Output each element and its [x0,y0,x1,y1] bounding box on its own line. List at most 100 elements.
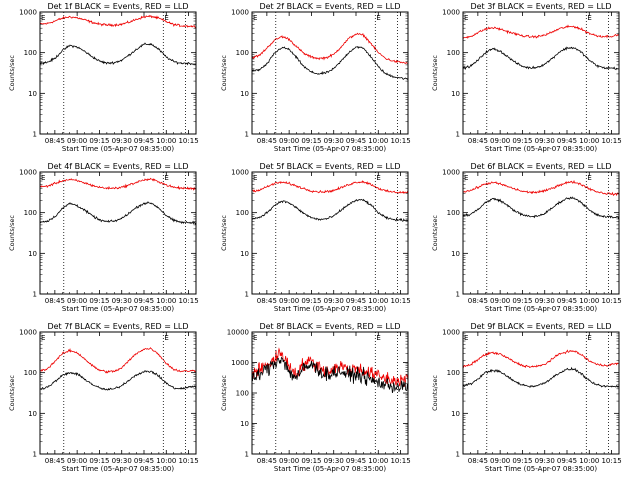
x-tick-label: 10:15 [178,297,198,305]
y-tick-label: 10 [28,90,37,98]
x-tick-label: 08:45 [45,297,65,305]
panel-title: Det 6f BLACK = Events, RED = LLD [470,162,611,171]
y-tick-label: 100 [24,209,37,217]
y-tick-label: 10 [240,90,249,98]
y-tick-label: 10000 [227,329,249,337]
x-tick-label: 08:45 [45,457,65,465]
x-axis-label: Start Time (05-Apr-07 08:35:00) [62,465,174,473]
x-tick-label: 08:45 [468,137,488,145]
x-tick-label: 09:45 [134,137,154,145]
x-axis-label: Start Time (05-Apr-07 08:35:00) [274,305,386,313]
e-marker-label: E [41,14,45,22]
y-tick-label: 10 [451,250,460,258]
y-tick-label: 1 [245,131,249,139]
x-tick-label: 09:30 [112,137,132,145]
y-tick-label: 10 [28,250,37,258]
x-tick-label: 09:15 [512,457,532,465]
x-tick-label: 08:45 [468,457,488,465]
y-tick-label: 100 [447,49,460,57]
events-series-line [39,201,197,225]
e-marker-label: E [41,174,45,182]
panel-title: Det 7f BLACK = Events, RED = LLD [47,322,188,331]
x-tick-label: 10:15 [390,137,410,145]
lld-series-line [251,347,409,388]
panel-title: Det 3f BLACK = Events, RED = LLD [470,2,611,11]
plot-frame [462,171,620,295]
x-tick-label: 09:30 [112,297,132,305]
y-tick-label: 100 [236,49,249,57]
events-series-line [462,196,620,220]
plot-frame [39,171,197,295]
panel-title: Det 5f BLACK = Events, RED = LLD [259,162,400,171]
x-tick-label: 10:00 [368,137,388,145]
x-tick-label: 08:45 [45,137,65,145]
e-marker-label: E [164,14,168,22]
x-tick-label: 10:00 [156,457,176,465]
y-tick-label: 1 [456,291,460,299]
e-marker-label: E [587,174,591,182]
e-marker-label: E [376,334,380,342]
lld-series-line [39,347,197,374]
x-tick-label: 09:15 [301,137,321,145]
plot-frame [39,331,197,455]
x-tick-label: 09:15 [89,137,109,145]
x-tick-label: 09:00 [490,137,510,145]
events-series-line [462,366,620,388]
y-axis-label: Counts/sec [8,55,16,91]
y-tick-label: 1000 [19,169,37,177]
x-tick-label: 09:00 [67,457,87,465]
e-marker-label: E [464,334,468,342]
e-marker-label: E [464,14,468,22]
x-tick-label: 09:45 [557,297,577,305]
x-tick-label: 09:45 [134,457,154,465]
panel-1: Det 1f BLACK = Events, RED = LLD 08:45 09:… [8,2,199,153]
lld-series-line [462,179,620,197]
y-tick-label: 1 [33,451,37,459]
y-tick-label: 1 [33,291,37,299]
y-tick-label: 10 [240,420,249,428]
lld-series-line [39,14,197,29]
e-marker-label: E [587,14,591,22]
e-marker-label: E [464,174,468,182]
x-tick-label: 08:45 [257,457,277,465]
x-tick-label: 10:15 [601,137,621,145]
lld-series-line [462,349,620,369]
y-tick-label: 10 [451,410,460,418]
x-tick-label: 10:00 [368,297,388,305]
y-tick-label: 100 [447,369,460,377]
y-axis-label: Counts/sec [431,55,439,91]
events-series-line [39,42,197,66]
panel-title: Det 2f BLACK = Events, RED = LLD [259,2,400,11]
y-tick-label: 1 [456,131,460,139]
x-tick-label: 09:15 [512,297,532,305]
x-tick-label: 10:00 [368,457,388,465]
x-tick-label: 09:30 [324,297,344,305]
y-axis-label: Counts/sec [431,215,439,251]
panel-title: Det 1f BLACK = Events, RED = LLD [47,2,188,11]
e-marker-label: E [164,174,168,182]
y-axis-label: Counts/sec [220,375,228,411]
x-tick-label: 09:30 [535,457,555,465]
y-tick-label: 1000 [231,359,249,367]
y-tick-label: 100 [236,390,249,398]
x-tick-label: 09:00 [490,297,510,305]
x-tick-label: 09:30 [535,137,555,145]
e-marker-label: E [587,334,591,342]
events-series-line [251,198,409,222]
x-tick-label: 09:15 [301,457,321,465]
events-series-line [251,356,409,394]
lld-series-line [251,180,409,195]
panel-title: Det 8f BLACK = Events, RED = LLD [259,322,400,331]
e-marker-label: E [164,334,168,342]
x-tick-label: 09:30 [324,457,344,465]
x-tick-label: 09:30 [535,297,555,305]
x-tick-label: 09:00 [279,457,299,465]
x-tick-label: 10:15 [601,297,621,305]
plot-frame [251,11,409,135]
